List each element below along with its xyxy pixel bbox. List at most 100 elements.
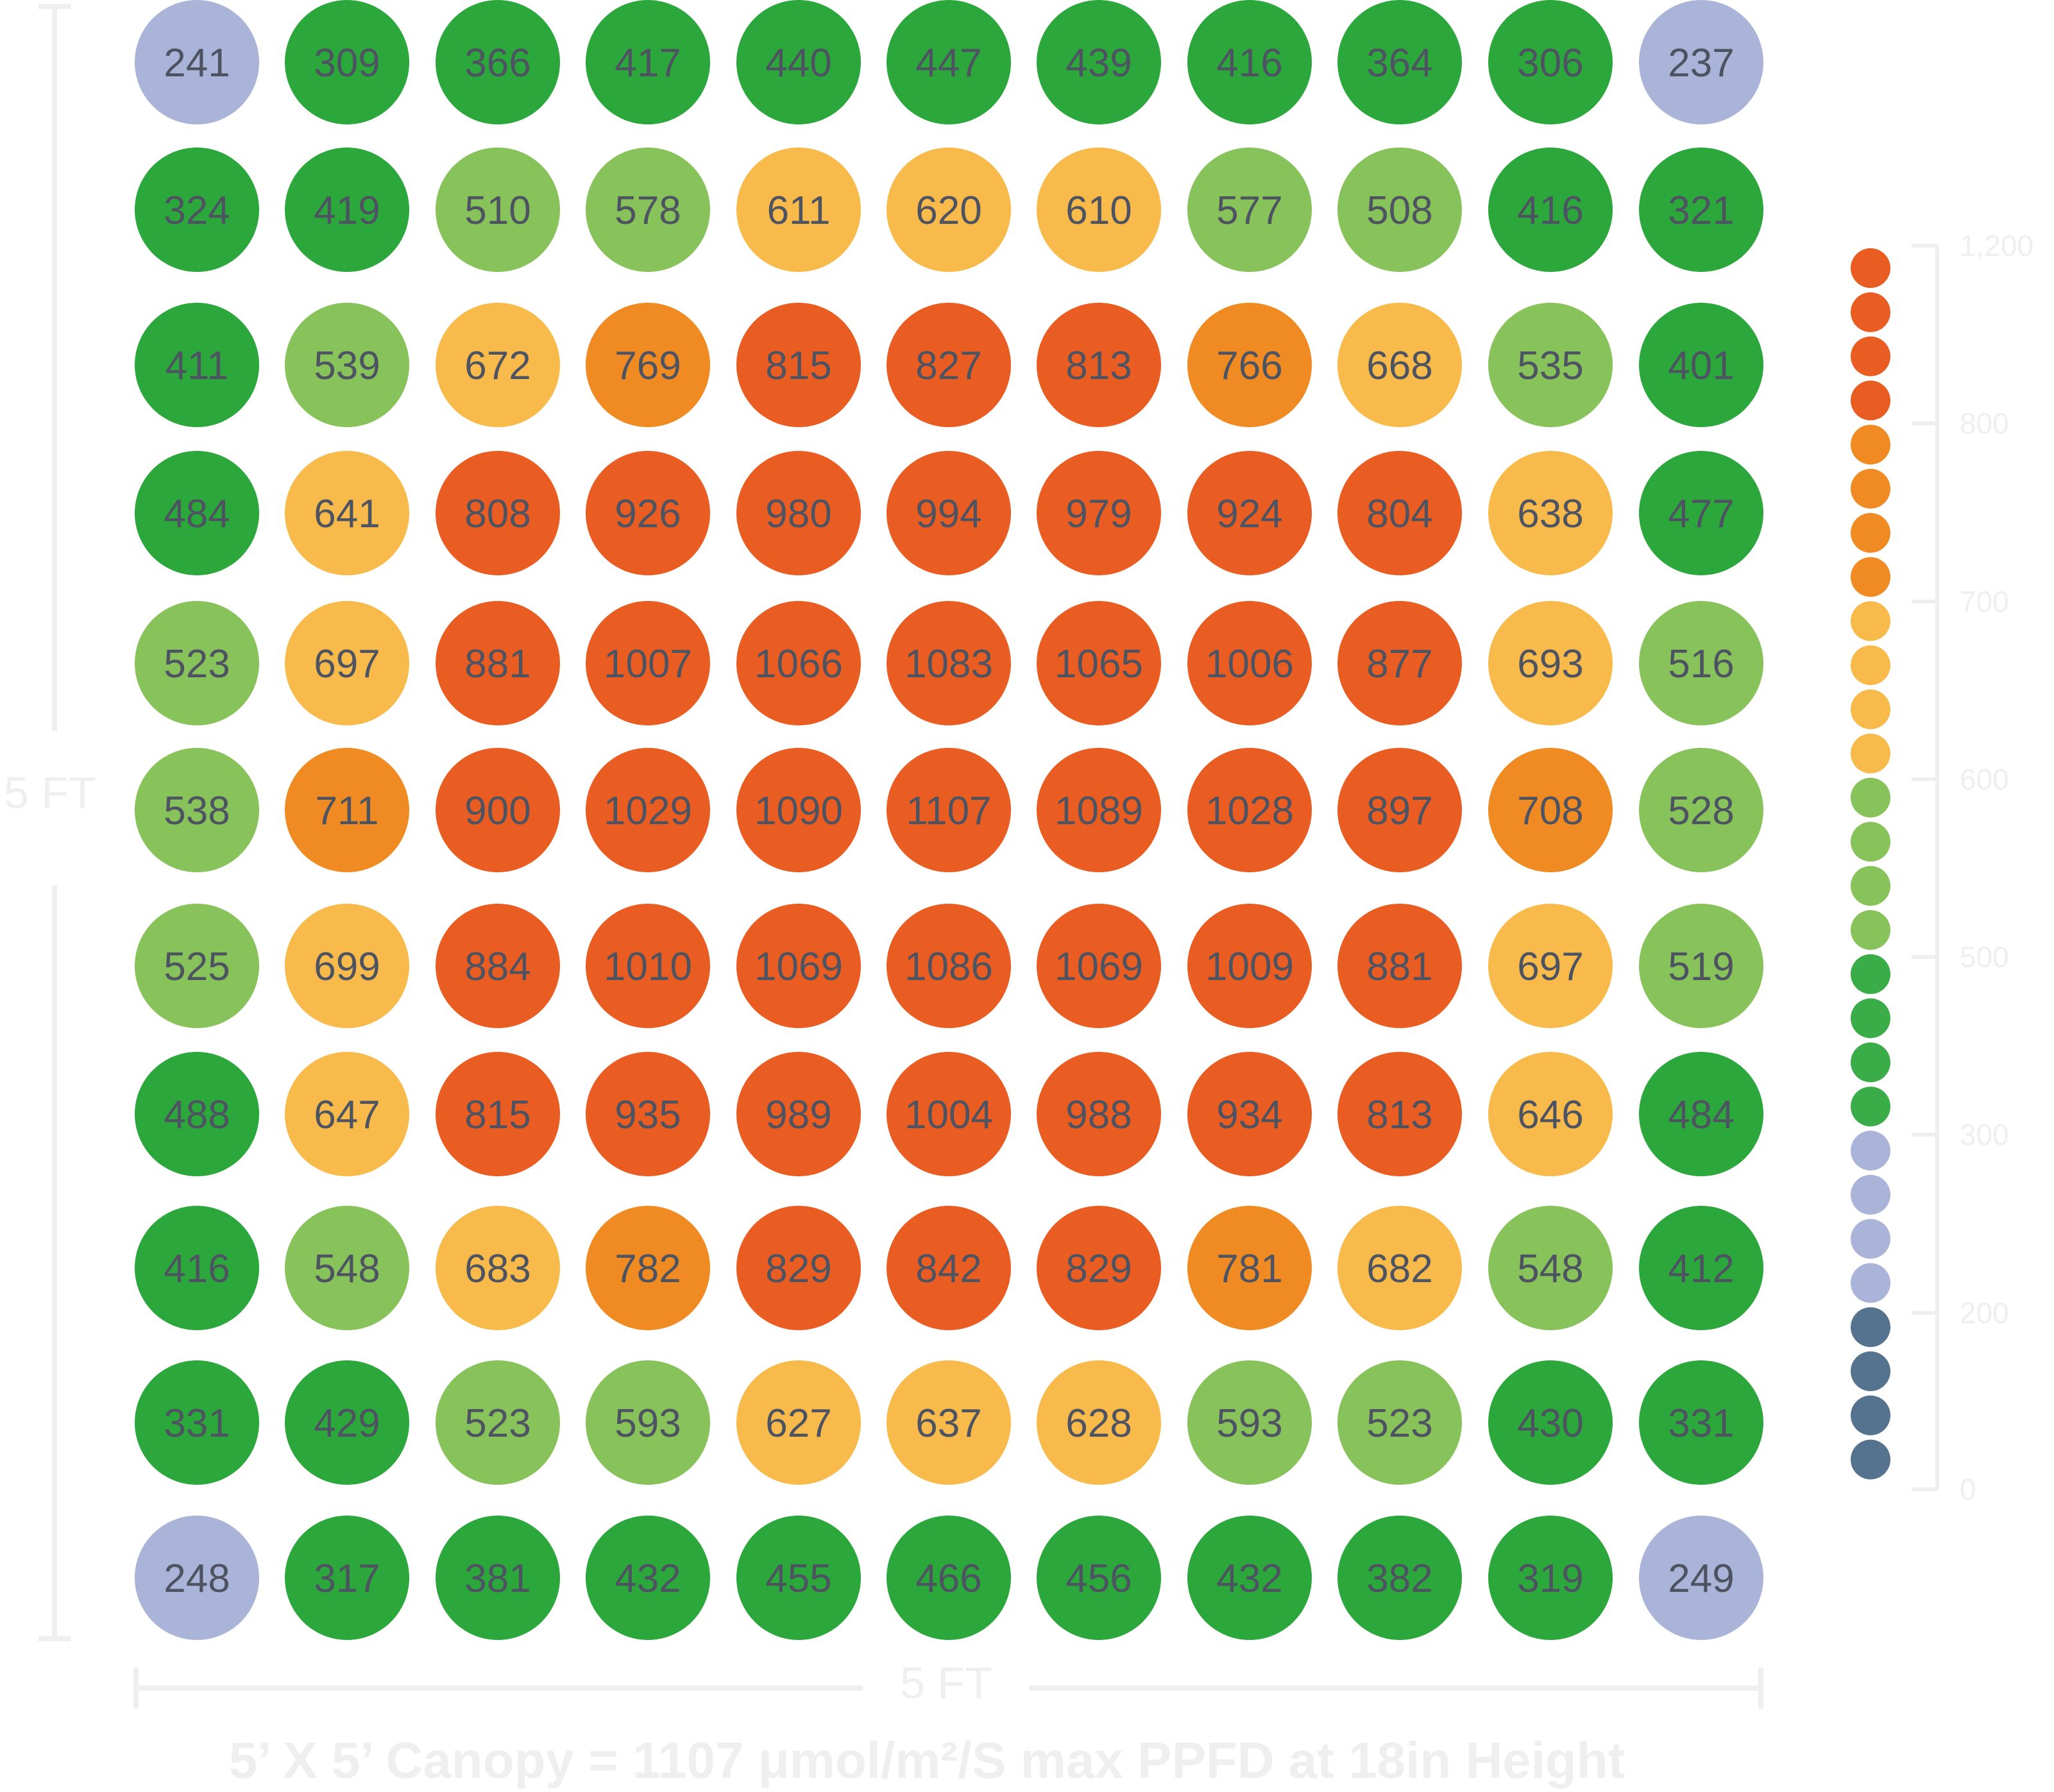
ppfd-cell: 319 [1488, 1516, 1613, 1640]
ppfd-cell: 429 [285, 1360, 409, 1485]
ppfd-cell: 440 [736, 0, 861, 124]
ppfd-dot [1337, 1052, 1462, 1176]
ppfd-cell: 432 [1187, 1516, 1312, 1640]
ppfd-dot [1187, 451, 1312, 575]
ppfd-dot [135, 1360, 259, 1485]
ppfd-value: 578 [615, 189, 681, 233]
ppfd-value: 881 [1366, 945, 1432, 989]
scale-dot [1851, 733, 1890, 773]
ppfd-dot [1037, 1206, 1161, 1330]
ppfd-value: 989 [765, 1093, 831, 1137]
ppfd-cell: 627 [736, 1360, 861, 1485]
ppfd-value: 484 [164, 492, 230, 536]
ppfd-dot [1488, 148, 1613, 272]
ppfd-cell: 364 [1337, 0, 1462, 124]
ppfd-value: 935 [615, 1093, 681, 1137]
ppfd-value: 241 [164, 41, 230, 85]
ppfd-value: 577 [1216, 189, 1282, 233]
ppfd-cell: 766 [1187, 303, 1312, 427]
ppfd-dot [135, 904, 259, 1028]
ppfd-dot [285, 1360, 409, 1485]
ppfd-cell: 321 [1639, 148, 1763, 272]
ppfd-dot [135, 303, 259, 427]
ppfd-value: 711 [316, 789, 379, 833]
ppfd-cell: 381 [436, 1516, 560, 1640]
ppfd-value: 593 [615, 1401, 681, 1446]
ppfd-value: 668 [1366, 344, 1432, 388]
ppfd-cell: 769 [586, 303, 710, 427]
ppfd-value: 440 [765, 41, 831, 85]
ppfd-dot [1337, 0, 1462, 124]
scale-dot [1851, 469, 1890, 509]
ppfd-dot [285, 748, 409, 872]
scale-dot [1851, 777, 1890, 818]
ppfd-dot [1488, 451, 1613, 575]
ppfd-cell: 1007 [586, 601, 710, 725]
ppfd-dot [887, 748, 1011, 872]
ppfd-value: 523 [464, 1401, 530, 1446]
ppfd-value: 1086 [904, 945, 993, 989]
ppfd-cell: 1004 [887, 1052, 1011, 1176]
ppfd-cell: 881 [1337, 904, 1462, 1028]
ppfd-cell: 1069 [736, 904, 861, 1028]
ppfd-dot [736, 904, 861, 1028]
ppfd-cell: 237 [1639, 0, 1763, 124]
ppfd-value: 808 [464, 492, 530, 536]
ppfd-dot [1488, 1516, 1613, 1640]
ppfd-dot [887, 1206, 1011, 1330]
ppfd-dot [1337, 1516, 1462, 1640]
ppfd-value: 317 [314, 1557, 380, 1601]
ppfd-cell: 711 [285, 748, 409, 872]
ppfd-cell: 897 [1337, 748, 1462, 872]
ppfd-dot [285, 303, 409, 427]
ppfd-cell: 668 [1337, 303, 1462, 427]
ppfd-value: 466 [915, 1557, 981, 1601]
ppfd-cell: 331 [1639, 1360, 1763, 1485]
ppfd-cell: 637 [887, 1360, 1011, 1485]
ppfd-dot [285, 601, 409, 725]
color-scale-legend: 1,200 800 700 600 500 300 200 0 [1851, 229, 2033, 1506]
ppfd-dot [436, 451, 560, 575]
ppfd-cell: 430 [1488, 1360, 1613, 1485]
ppfd-dot [1488, 1206, 1613, 1330]
ppfd-value: 610 [1065, 189, 1132, 233]
ppfd-dot [436, 748, 560, 872]
scale-dot [1851, 1263, 1890, 1303]
y-axis-label: 5 FT [4, 768, 96, 818]
ppfd-cell: 980 [736, 451, 861, 575]
ppfd-value: 432 [1216, 1557, 1282, 1601]
y-dimension-marker: 5 FT [4, 4, 96, 1641]
ppfd-cell: 516 [1639, 601, 1763, 725]
ppfd-dot [1337, 303, 1462, 427]
ppfd-value: 249 [1668, 1557, 1734, 1601]
ppfd-dot [1337, 148, 1462, 272]
ppfd-dot [887, 1360, 1011, 1485]
ppfd-value: 331 [164, 1401, 230, 1446]
ppfd-value: 924 [1216, 492, 1282, 536]
ppfd-value: 1010 [604, 945, 692, 989]
ppfd-value: 319 [1517, 1557, 1583, 1601]
ppfd-cell: 611 [736, 148, 861, 272]
ppfd-dot [436, 148, 560, 272]
ppfd-cell: 306 [1488, 0, 1613, 124]
ppfd-value: 519 [1668, 945, 1734, 989]
ppfd-cell: 577 [1187, 148, 1312, 272]
ppfd-value: 309 [314, 41, 380, 85]
ppfd-cell: 366 [436, 0, 560, 124]
ppfd-cell: 782 [586, 1206, 710, 1330]
ppfd-value: 306 [1517, 41, 1583, 85]
ppfd-cell: 884 [436, 904, 560, 1028]
ppfd-value: 417 [615, 41, 681, 85]
ppfd-dot [1337, 904, 1462, 1028]
ppfd-dot [1037, 1516, 1161, 1640]
ppfd-value: 641 [314, 492, 380, 536]
ppfd-dot [736, 1516, 861, 1640]
ppfd-cell: 988 [1037, 1052, 1161, 1176]
x-axis-label: 5 FT [900, 1658, 992, 1708]
ppfd-value: 697 [1517, 945, 1583, 989]
ppfd-cell: 416 [1187, 0, 1312, 124]
ppfd-cell: 672 [436, 303, 560, 427]
ppfd-dot [436, 1206, 560, 1330]
ppfd-cell: 697 [285, 601, 409, 725]
ppfd-cell: 924 [1187, 451, 1312, 575]
